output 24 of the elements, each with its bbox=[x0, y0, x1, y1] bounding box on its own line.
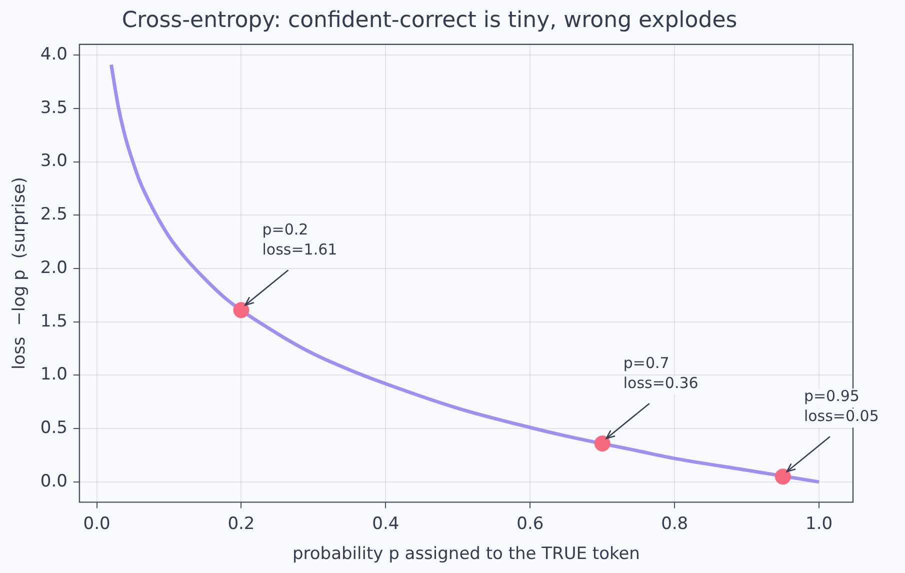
point bbox=[233, 302, 250, 318]
x-tick-label: 0.0 bbox=[83, 514, 110, 534]
y-tick-label: 2.5 bbox=[40, 204, 68, 225]
y-tick-label: 3.0 bbox=[40, 151, 68, 172]
y-tick-label: 0.0 bbox=[40, 471, 68, 492]
x-tick-label: 1.0 bbox=[806, 514, 833, 534]
x-tick-label: 0.4 bbox=[372, 514, 400, 534]
point bbox=[594, 436, 610, 452]
y-tick-label: 3.5 bbox=[40, 98, 68, 118]
y-tick-label: 2.0 bbox=[40, 258, 68, 278]
annotation: p=0.7 loss=0.36 bbox=[623, 354, 698, 392]
x-axis-title: probability p assigned to the TRUE token bbox=[292, 544, 640, 564]
y-tick-label: 1.5 bbox=[40, 311, 68, 332]
annotation: p=0.2 loss=1.61 bbox=[262, 220, 338, 259]
point bbox=[774, 468, 791, 485]
y-axis-title: loss −log p (surprise) bbox=[10, 177, 30, 370]
annotation: p=0.95 loss=0.05 bbox=[804, 386, 879, 425]
y-tick-label: 1.0 bbox=[40, 364, 68, 385]
chart-title: Cross-entropy: confident-correct is tiny, wrong explodes bbox=[122, 8, 738, 33]
y-tick-label: 0.5 bbox=[40, 418, 68, 438]
x-tick-label: 0.6 bbox=[516, 514, 544, 534]
x-tick-label: 0.8 bbox=[661, 514, 688, 534]
x-tick-label: 0.2 bbox=[228, 514, 255, 534]
y-tick-label: 4.0 bbox=[40, 44, 68, 64]
